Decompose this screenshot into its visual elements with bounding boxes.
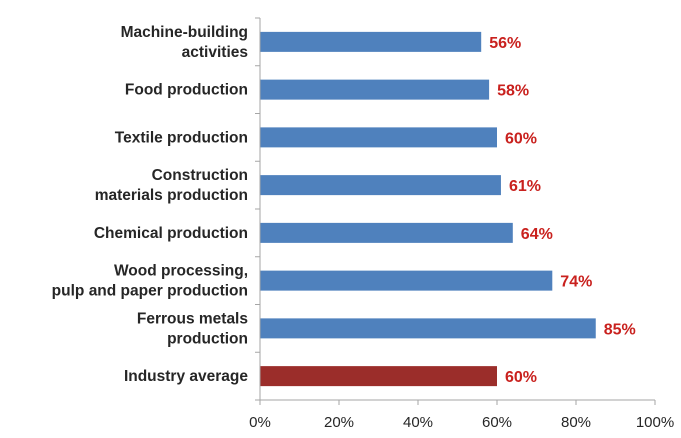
bar-0 bbox=[260, 31, 482, 52]
category-label-4: Chemical production bbox=[94, 225, 248, 242]
value-label-6: 85% bbox=[604, 321, 636, 338]
bars-group bbox=[260, 31, 596, 387]
category-label-6: Ferrous metals production bbox=[137, 310, 248, 347]
x-tick-label-1: 20% bbox=[324, 414, 354, 431]
value-label-1: 58% bbox=[497, 83, 529, 100]
category-label-7: Industry average bbox=[124, 368, 248, 385]
value-labels-group: 56% 58% 60% 61% 64% 74% 85% 60% bbox=[489, 35, 636, 386]
value-label-4: 64% bbox=[521, 226, 553, 243]
bar-6 bbox=[260, 318, 596, 339]
bar-7 bbox=[260, 366, 497, 387]
category-label-5: Wood processing, pulp and paper productio… bbox=[52, 263, 248, 300]
category-label-3: Construction materials production bbox=[95, 167, 248, 204]
bar-2 bbox=[260, 127, 497, 148]
value-label-3: 61% bbox=[509, 178, 541, 195]
axes-group bbox=[255, 17, 656, 405]
value-label-7: 60% bbox=[505, 369, 537, 386]
bar-5 bbox=[260, 270, 553, 291]
x-tick-label-3: 60% bbox=[482, 414, 512, 431]
value-label-5: 74% bbox=[560, 274, 592, 291]
value-label-2: 60% bbox=[505, 130, 537, 147]
bar-3 bbox=[260, 175, 501, 196]
x-tick-label-2: 40% bbox=[403, 414, 433, 431]
bar-1 bbox=[260, 79, 490, 100]
x-tick-labels-group: 0% 20% 40% 60% 80% 100% bbox=[249, 414, 674, 431]
x-tick-label-0: 0% bbox=[249, 414, 271, 431]
bar-4 bbox=[260, 222, 513, 243]
value-label-0: 56% bbox=[489, 35, 521, 52]
category-label-0: Machine-building activities bbox=[121, 24, 248, 61]
category-label-2: Textile production bbox=[115, 129, 248, 146]
category-labels-group: Machine-building activities Food productio… bbox=[52, 24, 249, 385]
x-tick-label-5: 100% bbox=[636, 414, 674, 431]
category-label-1: Food production bbox=[125, 82, 248, 99]
x-tick-label-4: 80% bbox=[561, 414, 591, 431]
